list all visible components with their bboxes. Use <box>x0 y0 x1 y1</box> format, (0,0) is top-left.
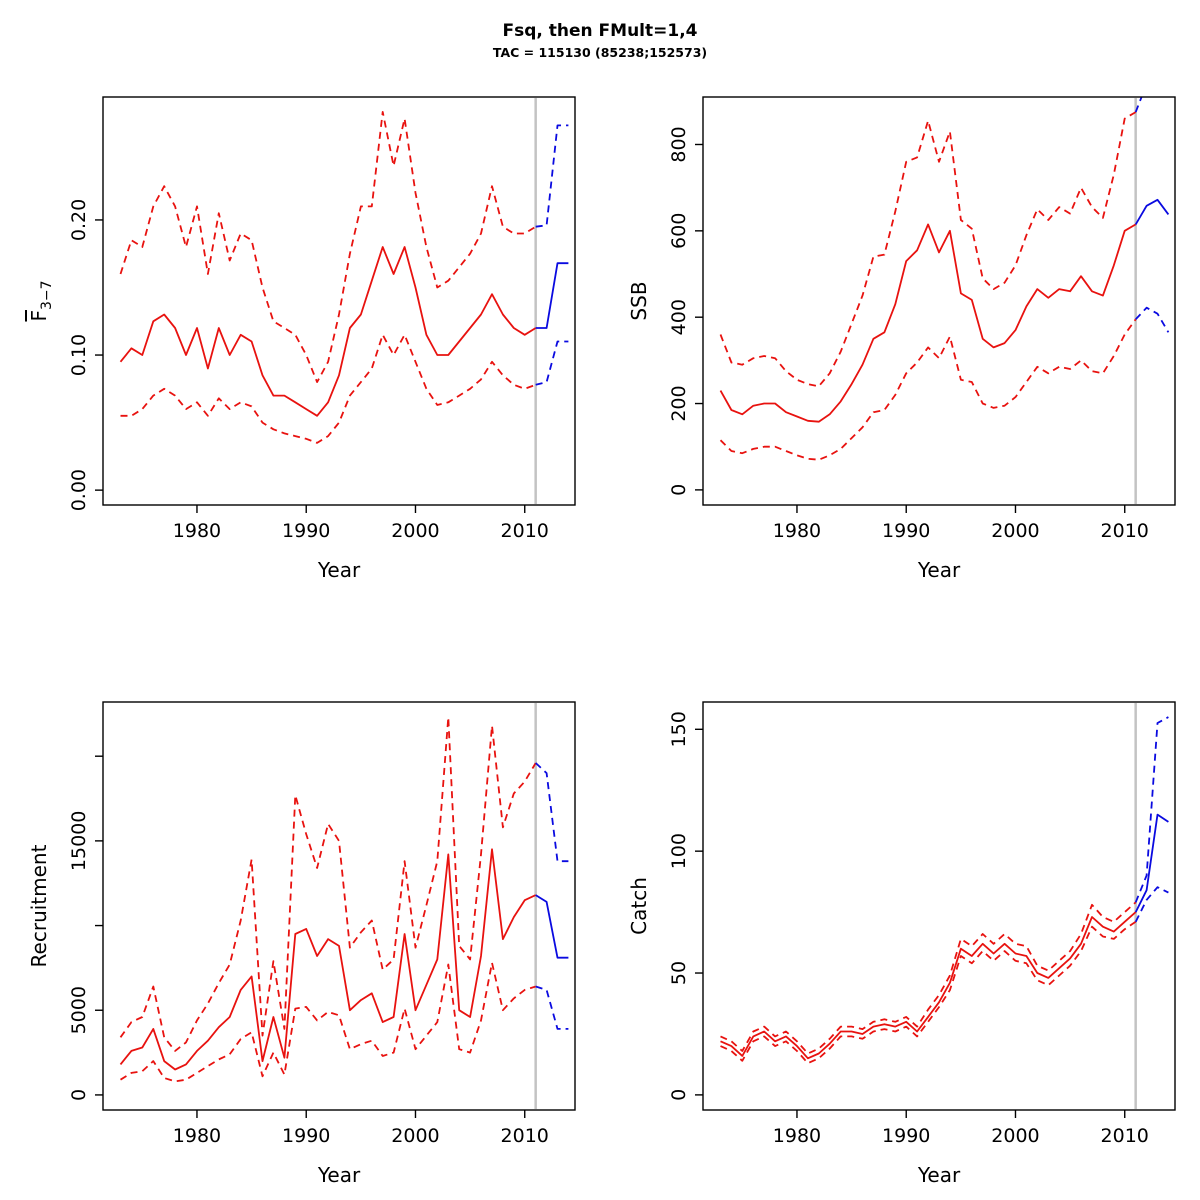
lower-ci-forecast-line <box>1134 306 1169 333</box>
y-tick-label: 0 <box>668 484 690 496</box>
median-forecast-line <box>535 262 568 329</box>
y-tick-label: 0.10 <box>68 334 90 376</box>
x-axis-title: Year <box>316 558 360 582</box>
plot-box <box>101 96 576 506</box>
lower-ci-history-line <box>719 921 1136 1065</box>
series-group <box>119 110 568 444</box>
lower-ci-forecast-line <box>534 985 568 1030</box>
catch-chart: 1980 1990 2000 2010 0 50 100 150 Year Catch <box>627 701 1176 1187</box>
y-tick-label: 15000 <box>68 811 90 871</box>
x-tick-label: 2000 <box>991 520 1039 542</box>
x-tick-label: 1990 <box>882 520 930 542</box>
lower-ci-history-line <box>719 318 1136 461</box>
recruitment-chart: 1980 1990 2000 2010 0 5000 15000 Year Recruitmen… <box>27 701 576 1187</box>
plot-box <box>701 701 1176 1111</box>
y-axis-title-sub: 3−7 <box>39 280 55 310</box>
y-tick-label: 0.20 <box>68 199 90 241</box>
median-history-line <box>719 223 1136 423</box>
median-forecast-line <box>1134 198 1169 225</box>
chart-grid: 1980 1990 2000 2010 0.00 0.10 0.20 Year F3−7 198… <box>0 87 1200 1197</box>
plot-box <box>701 96 1176 506</box>
y-axis-title: Recruitment <box>27 844 51 967</box>
y-tick-label: 0.00 <box>68 469 90 511</box>
y-tick-label: 50 <box>668 961 690 985</box>
y-tick-label: 800 <box>668 126 690 162</box>
y-axis-title: Catch <box>627 877 651 935</box>
median-history-line <box>119 246 536 417</box>
x-tick-label: 1980 <box>772 520 820 542</box>
x-tick-label: 2010 <box>500 1125 548 1147</box>
y-tick-label: 0 <box>668 1089 690 1101</box>
fbar-chart: 1980 1990 2000 2010 0.00 0.10 0.20 Year F3−7 <box>27 96 576 582</box>
x-tick-label: 2010 <box>1100 520 1148 542</box>
series-group <box>719 716 1169 1065</box>
x-tick-label: 1980 <box>172 520 220 542</box>
x-tick-label: 2010 <box>500 520 548 542</box>
ssb-chart: 1980 1990 2000 2010 0 200 400 600 800 Year SSB <box>627 96 1176 582</box>
lower-ci-forecast-line <box>534 340 568 386</box>
x-axis-title: Year <box>916 1163 960 1187</box>
x-axis-title: Year <box>316 1163 360 1187</box>
upper-ci-history-line <box>719 111 1136 388</box>
x-tick-label: 1980 <box>172 1125 220 1147</box>
median-history-line <box>119 848 536 1071</box>
y-axis-title: SSB <box>627 281 651 320</box>
y-tick-label: 5000 <box>68 986 90 1034</box>
x-tick-label: 2000 <box>991 1125 1039 1147</box>
x-tick-label: 1990 <box>882 1125 930 1147</box>
y-tick-label: 150 <box>668 711 690 747</box>
x-tick-label: 2000 <box>391 1125 439 1147</box>
y-tick-label: 400 <box>668 299 690 335</box>
x-tick-label: 2000 <box>391 520 439 542</box>
x-tick-label: 1990 <box>282 1125 330 1147</box>
upper-ci-forecast-line <box>1134 97 1143 113</box>
figure-title: Fsq, then FMult=1,4 <box>502 21 698 41</box>
series-group <box>719 97 1169 461</box>
upper-ci-history-line <box>119 110 536 384</box>
lower-ci-history-line <box>119 961 536 1083</box>
y-axis-title: F3−7 <box>27 280 55 321</box>
upper-ci-forecast-line <box>1134 716 1169 903</box>
y-tick-label: 0 <box>68 1089 90 1101</box>
x-tick-label: 1990 <box>282 520 330 542</box>
median-forecast-line <box>1134 813 1169 913</box>
lower-ci-history-line <box>120 333 536 444</box>
x-tick-label: 2010 <box>1100 1125 1148 1147</box>
plot-box <box>101 701 576 1111</box>
y-tick-label: 600 <box>668 213 690 249</box>
lower-ci-forecast-line <box>1134 886 1169 923</box>
median-forecast-line <box>534 894 568 959</box>
series-group <box>119 716 568 1083</box>
figure-header: Fsq, then FMult=1,4 TAC = 115130 (85238;… <box>0 0 1200 87</box>
upper-ci-forecast-line <box>534 762 568 863</box>
y-tick-label: 200 <box>668 385 690 421</box>
y-axis-title-main: F <box>27 310 51 322</box>
figure-subtitle: TAC = 115130 (85238;152573) <box>492 45 708 60</box>
y-tick-label: 100 <box>668 833 690 869</box>
median-history-line <box>719 911 1136 1060</box>
upper-ci-history-line <box>719 901 1136 1055</box>
x-tick-label: 1980 <box>772 1125 820 1147</box>
x-axis-title: Year <box>916 558 960 582</box>
upper-ci-forecast-line <box>535 124 568 228</box>
